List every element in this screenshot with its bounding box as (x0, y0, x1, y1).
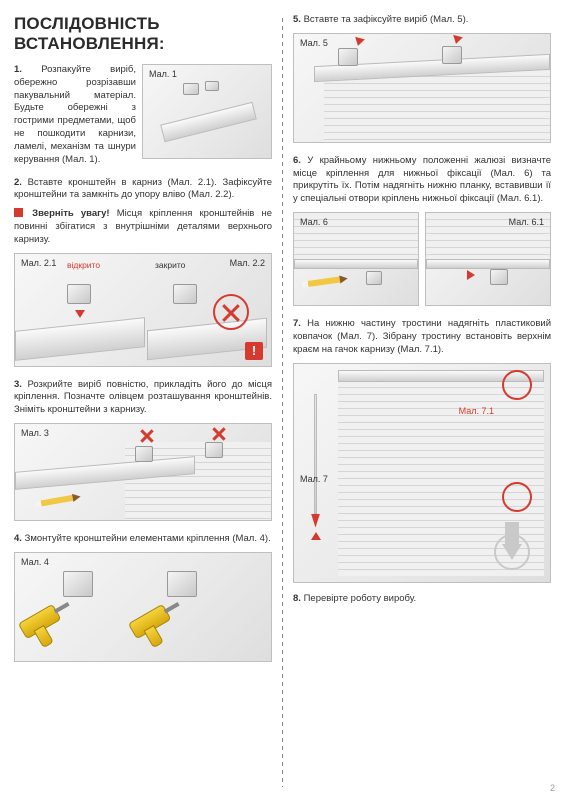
step-2-body: Вставте кронштейн в карниз (Мал. 2.1). З… (14, 177, 272, 201)
warning-badge: ! (245, 342, 263, 360)
step-5-body: Вставте та зафіксуйте виріб (Мал. 5). (304, 14, 469, 25)
step-6-text: 6. У крайньому нижньому положенні жалюзі… (293, 155, 551, 206)
arrow-1 (353, 37, 365, 47)
step-7-body: На нижню частину тростини надягніть плас… (293, 318, 551, 355)
step-6-body: У крайньому нижньому положенні жалюзі ви… (293, 155, 551, 204)
step-3-text: 3. Розкрийте виріб повністю, прикладіть … (14, 379, 272, 417)
figure-7-1-label: Мал. 7.1 (459, 406, 494, 416)
drill-1 (18, 599, 78, 653)
step-8-body: Перевірте роботу виробу. (304, 593, 417, 604)
step-7-num: 7. (293, 318, 301, 329)
step-2-warn-label: Зверніть увагу! (32, 208, 109, 219)
bottom-clip (366, 271, 382, 285)
figure-5-label: Мал. 5 (300, 38, 328, 48)
cross-mark-2 (211, 426, 227, 442)
bracket-l (338, 48, 358, 66)
figure-7: Мал. 7 Мал. 7.1 (293, 363, 551, 583)
part-icon (205, 81, 219, 91)
page-number: 2 (550, 783, 555, 793)
wand-cap (311, 514, 320, 528)
left-column: ПОСЛІДОВНІСТЬ ВСТАНОВЛЕННЯ: 1. Розпакуйт… (14, 14, 282, 791)
step-1-text: 1. Розпакуйте виріб, обережно розрізавши… (14, 64, 136, 167)
cross-icon (220, 302, 242, 324)
pencil-icon (302, 276, 342, 288)
drill-2 (128, 599, 188, 653)
instruction-page: ПОСЛІДОВНІСТЬ ВСТАНОВЛЕННЯ: 1. Розпакуйт… (0, 0, 565, 799)
step-3-body: Розкрийте виріб повністю, прикладіть йог… (14, 379, 272, 416)
figure-6: Мал. 6 (293, 212, 419, 306)
part-icon (183, 83, 199, 95)
arrow-icon (75, 310, 85, 318)
step-1-num: 1. (14, 64, 22, 75)
figure-6-label: Мал. 6 (300, 217, 328, 227)
bracket-closed (173, 284, 197, 304)
step-5-num: 5. (293, 14, 301, 25)
step-1-body: Розпакуйте виріб, обережно розрізавши па… (14, 64, 136, 165)
step-5-text: 5. Вставте та зафіксуйте виріб (Мал. 5). (293, 14, 551, 27)
bracket-open (67, 284, 91, 304)
bracket-2 (167, 571, 197, 597)
figure-1-label: Мал. 1 (149, 69, 177, 79)
figure-6-row: Мал. 6 Мал. 6.1 (293, 212, 551, 306)
step-4-text: 4. Змонтуйте кронштейни елементами кріпл… (14, 533, 272, 546)
rail-left (15, 317, 145, 361)
figure-6-1: Мал. 6.1 (425, 212, 551, 306)
step-2-warning: Зверніть увагу! Місця кріплення кронштей… (14, 208, 272, 246)
warning-square-icon (14, 208, 23, 217)
arrow-up-icon (311, 532, 321, 540)
arrow-2 (451, 35, 463, 45)
detail-circle-bottom (502, 482, 532, 512)
step-6-num: 6. (293, 155, 301, 166)
figure-3-label: Мал. 3 (21, 428, 49, 438)
arrow-overlay-ring (494, 534, 530, 570)
step-1: 1. Розпакуйте виріб, обережно розрізавши… (14, 64, 272, 167)
step-2-text: 2. Вставте кронштейн в карниз (Мал. 2.1)… (14, 177, 272, 203)
figure-7-label: Мал. 7 (300, 474, 328, 484)
figure-2-1-label: Мал. 2.1 (21, 258, 56, 268)
cross-mark-1 (139, 428, 155, 444)
figure-2-2-label: Мал. 2.2 (230, 258, 265, 268)
step-8-num: 8. (293, 593, 301, 604)
step-2-num: 2. (14, 177, 22, 188)
bottom-clip (490, 269, 508, 285)
bottom-bar (426, 259, 550, 269)
figure-4-label: Мал. 4 (21, 557, 49, 567)
bottom-bar (294, 259, 418, 269)
step-7-text: 7. На нижню частину тростини надягніть п… (293, 318, 551, 356)
bracket (205, 442, 223, 458)
step-4-num: 4. (14, 533, 22, 544)
detail-circle-top (502, 370, 532, 400)
open-label: відкрито (67, 260, 100, 270)
wand (314, 394, 317, 514)
closed-label: закрито (155, 260, 185, 270)
rail-illustration (160, 102, 257, 142)
arrow-icon (467, 270, 475, 280)
figure-4: Мал. 4 (14, 552, 272, 662)
bracket-r (442, 46, 462, 64)
right-column: 5. Вставте та зафіксуйте виріб (Мал. 5).… (283, 14, 551, 791)
figure-3: Мал. 3 (14, 423, 272, 521)
figure-1: Мал. 1 (142, 64, 272, 159)
figure-5: Мал. 5 (293, 33, 551, 143)
bracket (135, 446, 153, 462)
step-3-num: 3. (14, 379, 22, 390)
step-4-body: Змонтуйте кронштейни елементами кріпленн… (25, 533, 271, 544)
figure-2: Мал. 2.1 Мал. 2.2 відкрито закрито ! (14, 253, 272, 367)
pencil-icon (35, 495, 75, 508)
bracket-1 (63, 571, 93, 597)
blinds-illustration (324, 70, 550, 142)
page-title: ПОСЛІДОВНІСТЬ ВСТАНОВЛЕННЯ: (14, 14, 272, 54)
step-8-text: 8. Перевірте роботу виробу. (293, 593, 551, 606)
figure-6-1-label: Мал. 6.1 (509, 217, 544, 227)
